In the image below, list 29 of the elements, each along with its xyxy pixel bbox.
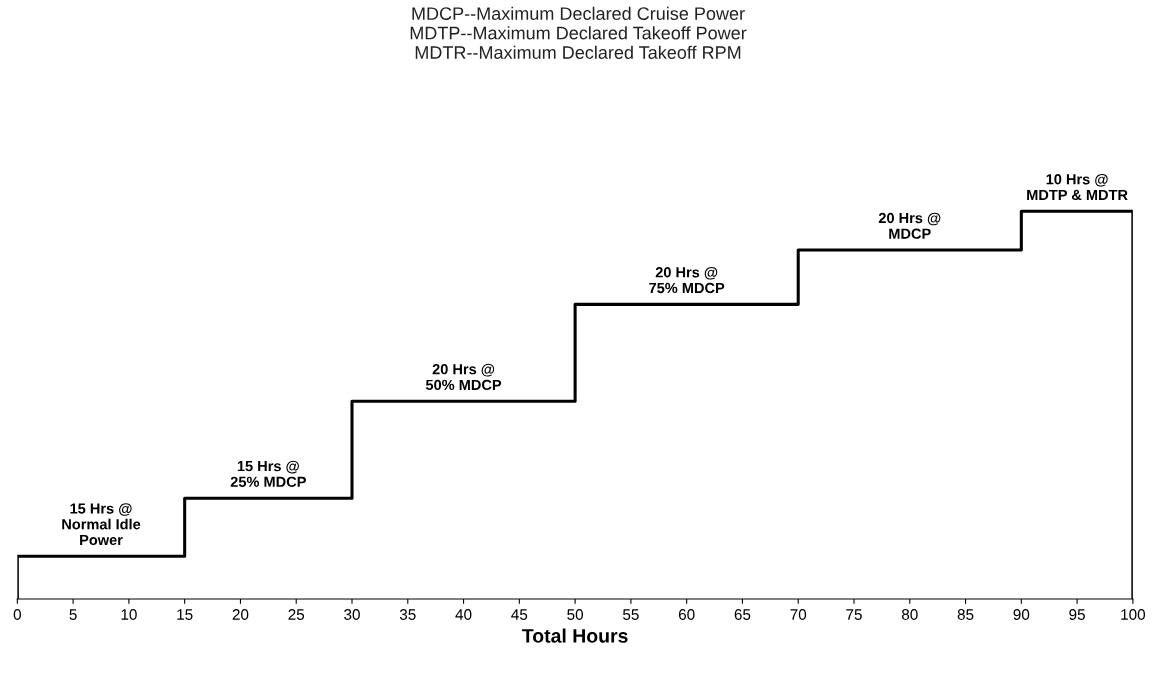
x-tick-label: 35 xyxy=(399,609,416,620)
x-tick-label: 20 xyxy=(232,609,249,620)
x-tick-label: 15 xyxy=(177,609,193,620)
x-tick-label: 100 xyxy=(1121,609,1146,620)
annotation: 15 Hrs @ Normal Idle Power xyxy=(62,503,141,546)
x-tick-label: 90 xyxy=(1013,609,1030,620)
x-tick-label: 30 xyxy=(344,609,360,620)
x-tick-label: 65 xyxy=(734,609,751,620)
chart-title: MDCP--Maximum Declared Cruise Power MDTP--Maximum Declared Takeoff Power MDTR--Maximum Declared Takeoff RPM xyxy=(410,6,747,59)
x-tick-label: 10 xyxy=(121,609,137,620)
annotation: 10 Hrs @ MDTP & MDTR xyxy=(1027,173,1128,201)
annotation: 20 Hrs @ 50% MDCP xyxy=(425,363,502,391)
x-tick-label: 50 xyxy=(567,609,584,620)
x-tick-label: 45 xyxy=(511,609,528,620)
x-tick-label: 75 xyxy=(846,609,862,620)
annotation: 15 Hrs @ 25% MDCP xyxy=(230,460,306,487)
x-tick-label: 25 xyxy=(288,609,305,620)
annotation: 20 Hrs @ MDCP xyxy=(878,212,941,239)
annotation: 20 Hrs @ 75% MDCP xyxy=(649,266,725,294)
x-tick-label: 85 xyxy=(957,609,974,620)
x-tick-label: 95 xyxy=(1069,609,1085,620)
x-axis-title: Total Hours xyxy=(522,628,628,643)
x-tick-label: 80 xyxy=(901,609,918,620)
x-tick-label: 0 xyxy=(13,609,21,620)
x-tick-label: 60 xyxy=(678,609,695,620)
x-tick-label: 70 xyxy=(790,609,807,620)
x-tick-label: 5 xyxy=(69,609,77,620)
x-tick-label: 40 xyxy=(455,609,472,620)
x-tick-label: 55 xyxy=(623,609,639,620)
